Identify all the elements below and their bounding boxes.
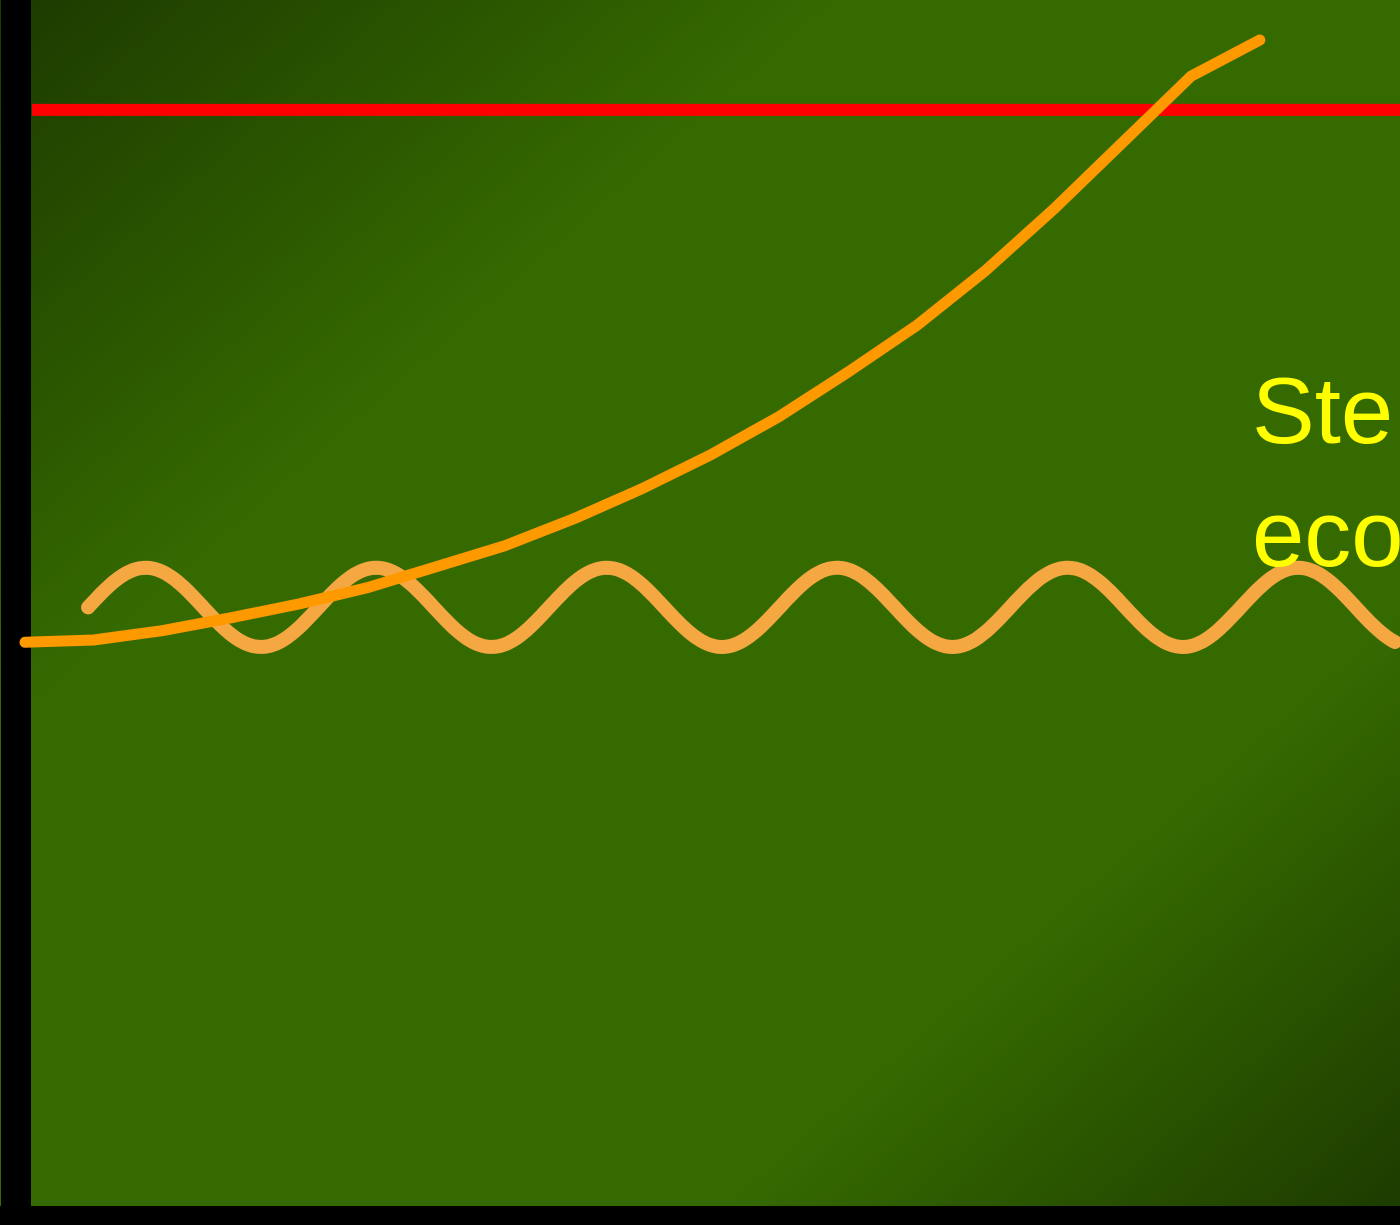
annotation-line-1: Ste — [1252, 358, 1393, 463]
growth-line — [19, 34, 1266, 648]
annotation-line-2: eco — [1252, 481, 1400, 586]
oscillation-line — [81, 560, 1400, 654]
